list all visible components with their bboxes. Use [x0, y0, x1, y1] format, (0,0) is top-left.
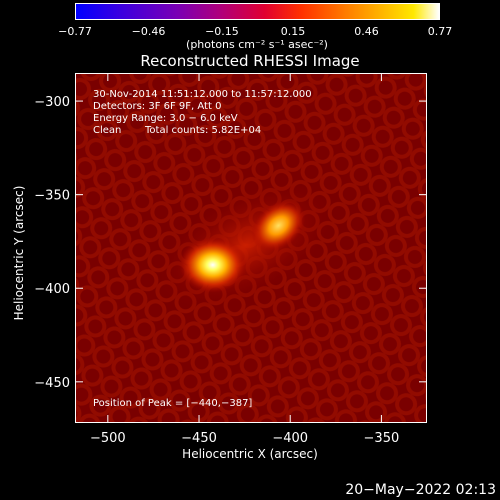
timestamp: 20−May−2022 02:13	[345, 482, 496, 498]
info-total-counts: Total counts: 5.82E+04	[145, 125, 262, 136]
y-tick-label: −300	[34, 95, 70, 110]
y-tick-label: −400	[34, 282, 70, 297]
colorbar-tick-label: 0.77	[427, 25, 453, 38]
source-1	[178, 236, 247, 293]
colorbar-tick-label: 0.15	[280, 25, 306, 38]
heatmap-image	[76, 74, 426, 422]
x-tick-label: −500	[90, 431, 126, 446]
source-2	[251, 199, 306, 252]
colorbar-tick-label: −0.46	[131, 25, 166, 38]
info-peak-position: Position of Peak = [−440,−387]	[93, 398, 253, 409]
chart-title: Reconstructed RHESSI Image	[140, 52, 360, 70]
colorbar-tick-label: −0.15	[205, 25, 239, 38]
y-axis-label: Heliocentric Y (arcsec)	[12, 185, 26, 321]
x-tick-label: −450	[181, 431, 217, 446]
info-energy-range: Energy Range: 3.0 − 6.0 keV	[93, 113, 238, 124]
colorbar-tick-label: 0.46	[354, 25, 379, 38]
colorbar-unit: (photons cm⁻² s⁻¹ asec⁻²)	[186, 38, 328, 51]
colorbar	[75, 3, 440, 20]
x-axis-label: Heliocentric X (arcsec)	[182, 447, 318, 461]
colorbar-tick-label: −0.77	[58, 25, 92, 38]
colorbar-ticks: −0.77 −0.46 −0.15 0.15 0.46 0.77	[0, 0, 500, 60]
y-tick-label: −350	[34, 189, 70, 204]
image-plot-area	[75, 73, 427, 423]
info-time-range: 30-Nov-2014 11:51:12.000 to 11:57:12.000	[93, 89, 312, 100]
x-tick-label: −400	[272, 431, 308, 446]
y-tick-label: −450	[34, 376, 70, 391]
info-method: Clean	[93, 125, 122, 136]
x-tick-label: −350	[364, 431, 400, 446]
info-detectors: Detectors: 3F 6F 9F, Att 0	[93, 101, 222, 112]
